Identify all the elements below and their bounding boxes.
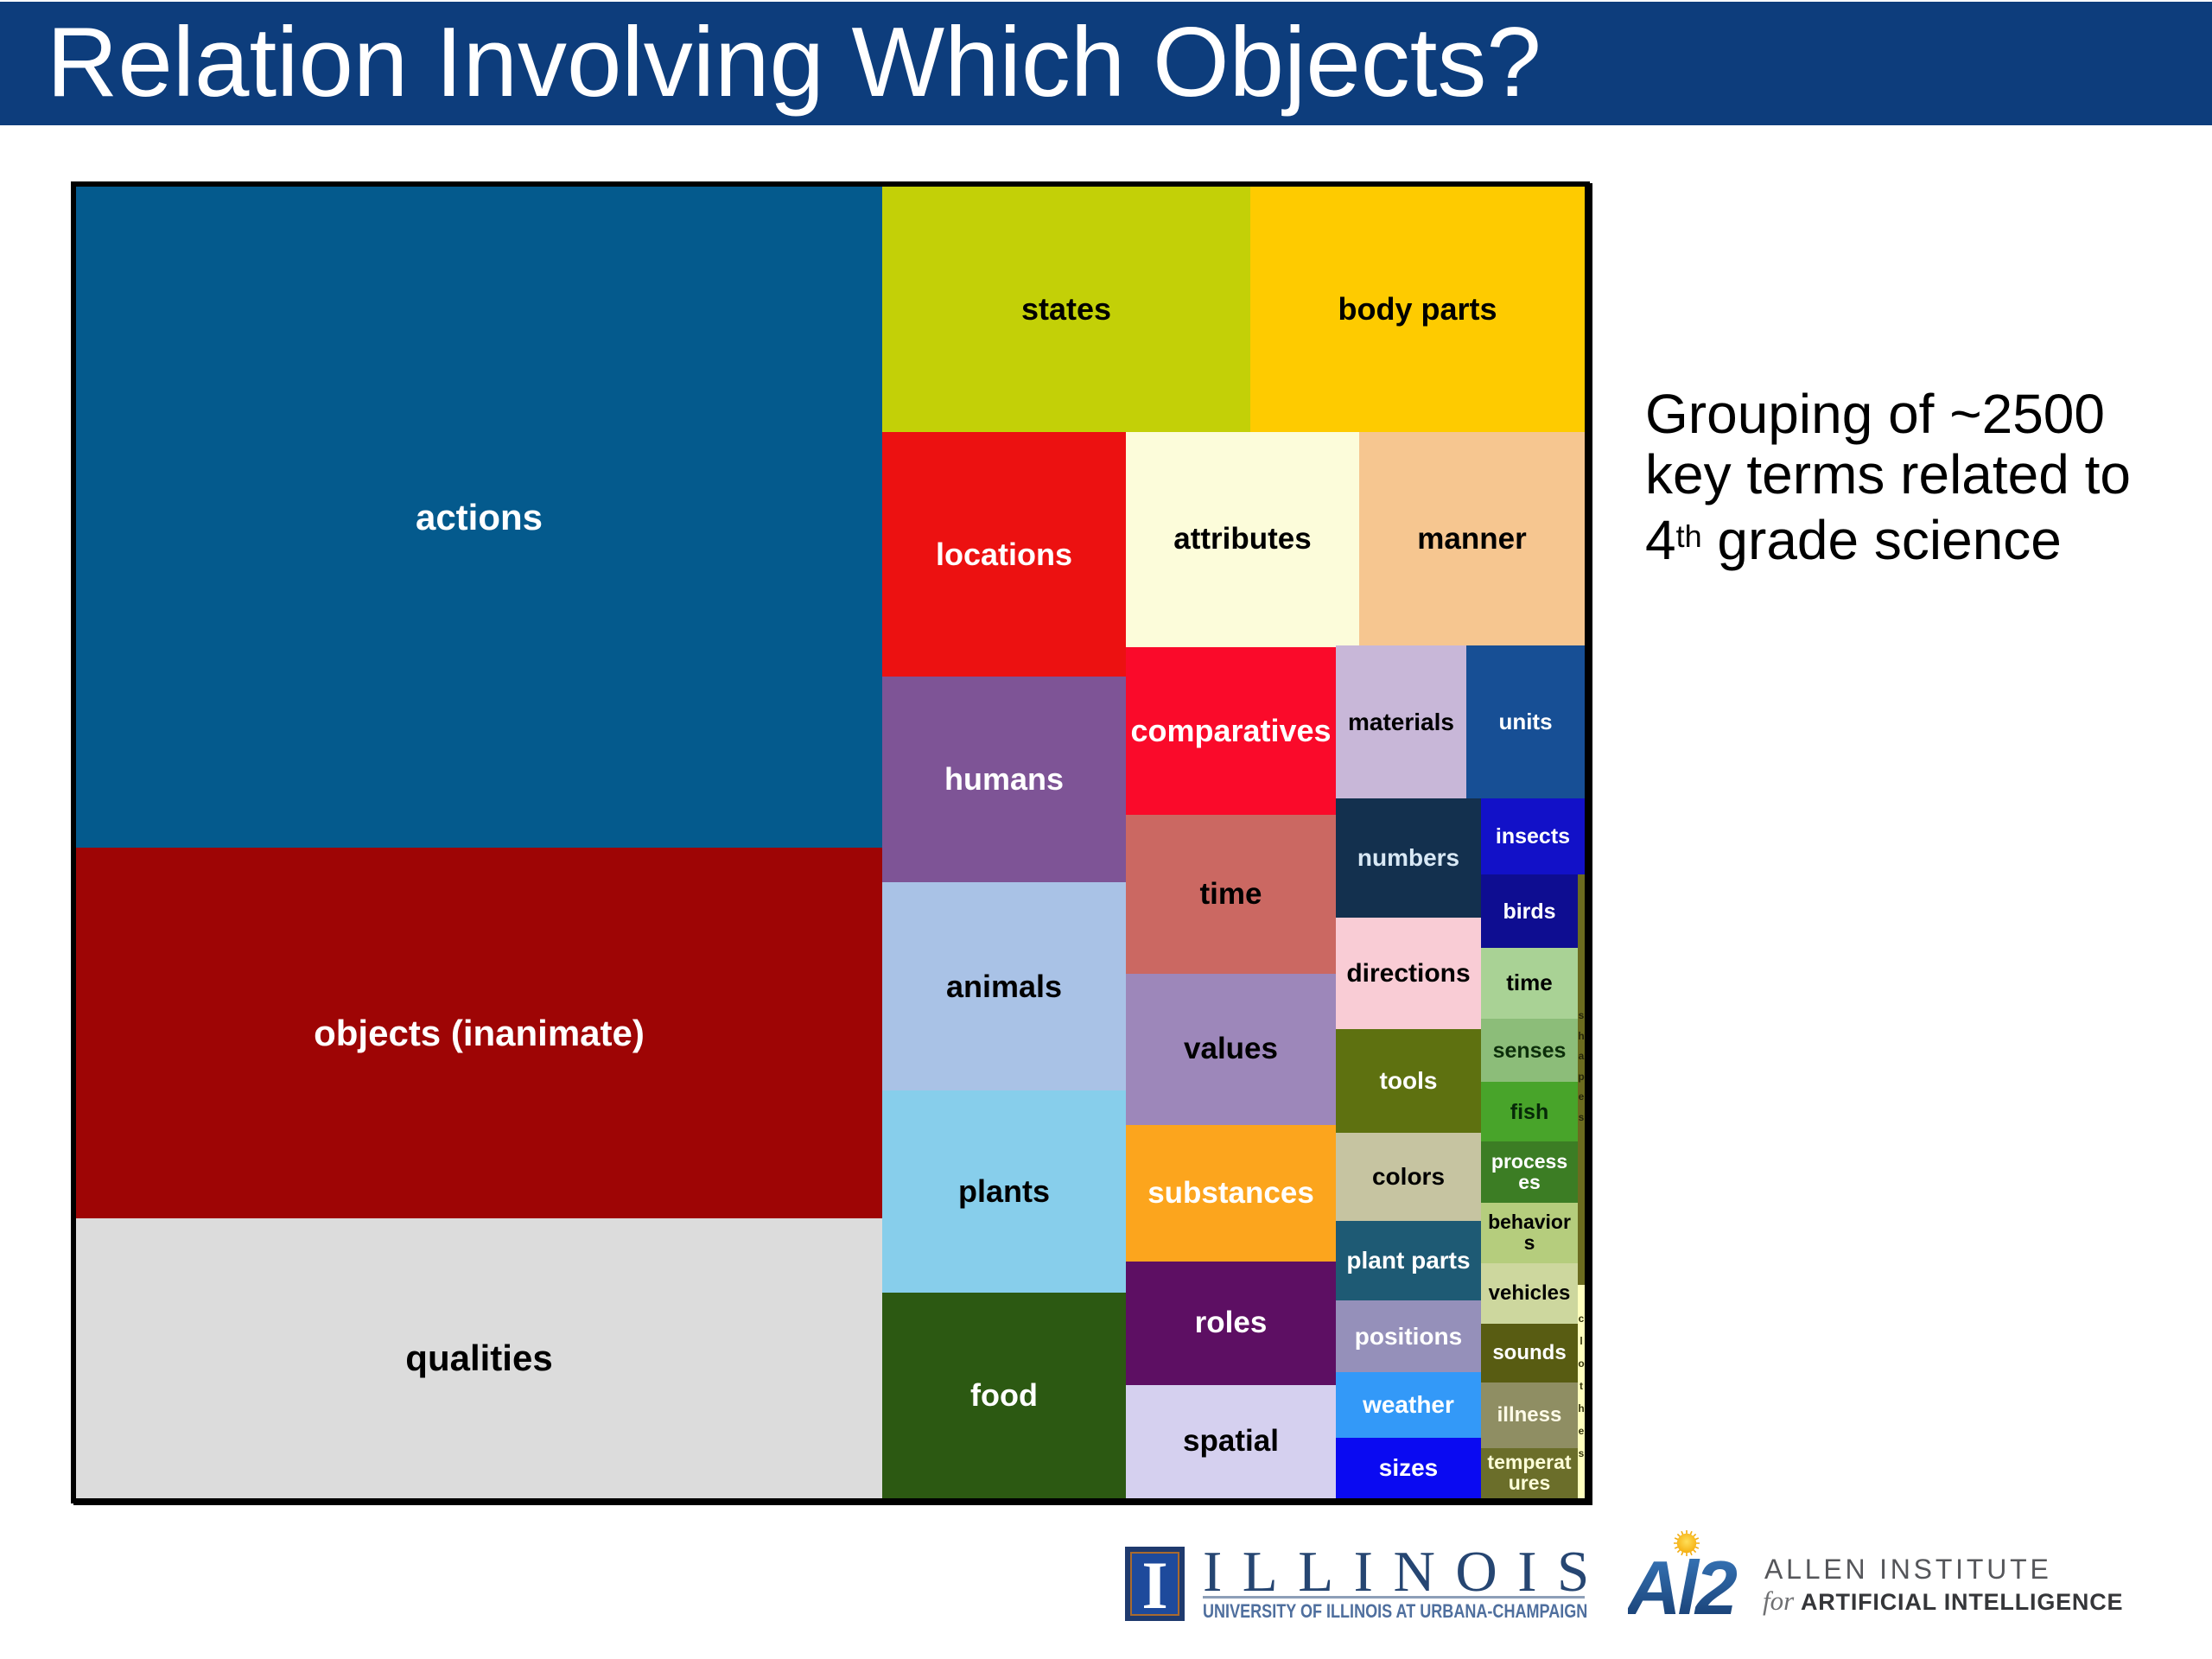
svg-text:Al2: Al2 — [1628, 1545, 1738, 1620]
